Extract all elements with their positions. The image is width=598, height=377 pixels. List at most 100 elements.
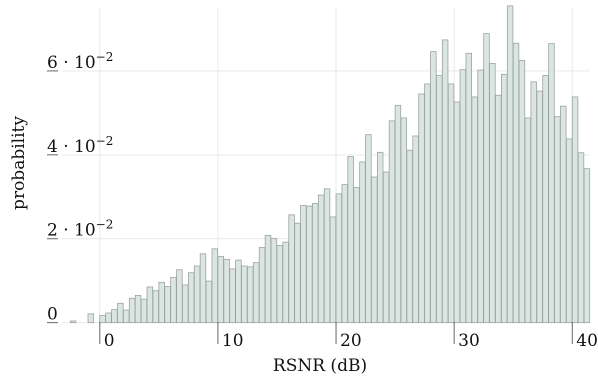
- y-tick-label: 6 · 10−2: [47, 50, 113, 73]
- y-tick-exponent: −2: [96, 218, 114, 232]
- histogram-bar: [400, 117, 408, 324]
- histogram-bar: [530, 81, 537, 324]
- histogram-bar: [247, 266, 254, 324]
- histogram-bar: [489, 62, 496, 324]
- histogram-bar: [495, 94, 502, 324]
- histogram-bar: [205, 280, 213, 324]
- histogram-bar: [211, 248, 219, 324]
- histogram-bar: [264, 234, 272, 324]
- histogram-bar: [217, 255, 224, 324]
- x-tick-label: 10: [222, 331, 244, 351]
- y-tick-exponent: −2: [96, 134, 114, 148]
- histogram-bar: [199, 253, 207, 324]
- histogram-bar: [223, 258, 230, 324]
- histogram-bar: [388, 120, 396, 324]
- x-axis-label: RSNR (dB): [273, 356, 367, 376]
- y-tick-label: 0: [47, 305, 58, 325]
- histogram-bar: [536, 90, 543, 324]
- histogram-bar: [347, 156, 354, 324]
- histogram-bar: [276, 245, 283, 324]
- histogram-bar: [441, 39, 449, 324]
- histogram-bar: [382, 171, 390, 324]
- histogram-bar: [565, 138, 573, 324]
- histogram-bar: [583, 168, 591, 324]
- histogram-bar: [329, 216, 337, 324]
- y-tick-mantissa: 6 · 10: [47, 53, 96, 73]
- histogram-bar: [300, 205, 307, 324]
- histogram-bar: [158, 281, 165, 324]
- histogram-bar: [571, 96, 579, 324]
- histogram-bar: [353, 187, 360, 324]
- histogram-bar: [477, 69, 484, 324]
- histogram-bar: [69, 320, 77, 324]
- histogram-bar: [459, 69, 467, 324]
- y-tick-mantissa: 2 · 10: [47, 221, 96, 241]
- y-tick-mantissa: 4 · 10: [47, 137, 96, 157]
- histogram-bar: [176, 269, 183, 324]
- histogram-bar: [365, 134, 372, 324]
- x-tick-label: 30: [458, 331, 480, 351]
- histogram-bar: [501, 73, 508, 324]
- histogram-bar: [359, 161, 366, 324]
- histogram-bar: [335, 193, 343, 324]
- histogram-bar: [187, 272, 195, 324]
- histogram-bar: [294, 222, 301, 324]
- histogram-bar: [317, 194, 325, 324]
- histogram-bar: [471, 96, 478, 324]
- histogram-bar: [270, 237, 278, 324]
- histogram-bar: [394, 104, 402, 324]
- histogram-bar: [412, 135, 419, 324]
- x-tick-label: 20: [340, 331, 362, 351]
- y-tick-label: 4 · 10−2: [47, 134, 113, 157]
- bars-layer: [69, 5, 591, 324]
- histogram-bar: [512, 42, 520, 324]
- histogram-bar: [406, 149, 413, 324]
- histogram-bar: [483, 33, 490, 324]
- y-tick-exponent: −2: [96, 50, 114, 64]
- histogram-bar: [436, 75, 443, 324]
- histogram-bar: [140, 298, 148, 324]
- histogram-bar: [418, 93, 425, 324]
- histogram-bar: [282, 241, 289, 324]
- histogram-bar: [152, 290, 159, 324]
- y-tick-mantissa: 0: [47, 305, 58, 325]
- histogram-bar: [548, 43, 555, 324]
- histogram-bar: [99, 315, 106, 324]
- histogram-bar: [128, 297, 136, 324]
- histogram-bar: [117, 302, 124, 324]
- histogram-bar: [506, 5, 514, 324]
- y-axis-label: probability: [9, 116, 29, 210]
- histogram-bar: [123, 309, 130, 324]
- histogram-bar: [111, 309, 118, 324]
- histogram-bar: [170, 276, 177, 324]
- histogram-bar: [288, 214, 295, 324]
- histogram-bar: [306, 205, 313, 324]
- histogram-bar: [182, 284, 189, 324]
- histogram-bar: [323, 188, 331, 324]
- histogram-bar: [424, 83, 431, 324]
- histogram-bar: [341, 184, 348, 324]
- histogram-bar: [146, 286, 154, 324]
- histogram-bar: [164, 286, 171, 324]
- histogram-bar: [229, 268, 236, 324]
- histogram-bar: [241, 265, 248, 324]
- histogram-bar: [312, 203, 319, 324]
- histogram-bar: [554, 116, 561, 324]
- histogram-bar: [134, 294, 142, 324]
- histogram-bar: [235, 259, 242, 324]
- histogram-bar: [105, 312, 112, 324]
- histogram-bar: [371, 176, 378, 324]
- histogram-bar: [252, 262, 260, 324]
- histogram-bar: [577, 152, 585, 324]
- histogram-bar: [447, 83, 455, 324]
- histogram-bar: [430, 51, 437, 324]
- histogram-bar: [193, 265, 201, 324]
- histogram-bar: [376, 151, 384, 324]
- histogram-bar: [542, 75, 549, 324]
- histogram-bar: [560, 105, 567, 324]
- histogram-bar: [87, 313, 94, 324]
- x-tick-label: 40: [576, 331, 598, 351]
